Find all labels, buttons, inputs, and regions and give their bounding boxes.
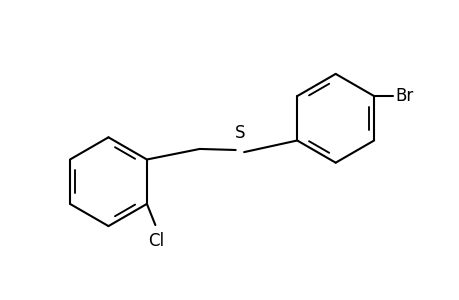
- Text: Cl: Cl: [148, 232, 164, 250]
- Text: Br: Br: [394, 87, 413, 105]
- Text: S: S: [234, 124, 245, 142]
